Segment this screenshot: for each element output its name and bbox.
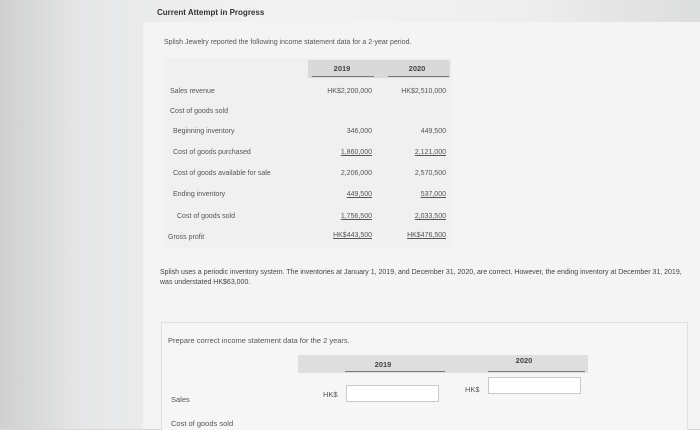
currency-prefix-2020: HK$ <box>465 385 480 394</box>
value-2019-ending-inventory: 449,500 <box>346 191 372 198</box>
question-intro: Splish Jewelry reported the following in… <box>164 39 412 46</box>
value-2019-gross-profit: HK$443,500 <box>333 232 372 239</box>
value-2020-sales-revenue: HK$2,510,000 <box>401 88 446 95</box>
row-label-sales-revenue: Sales revenue <box>170 88 215 95</box>
sales-2020-input[interactable] <box>488 377 581 394</box>
value-2019-cost-of-goods-sold: 1,756,500 <box>340 213 372 220</box>
row-label-gross-profit: Gross profit <box>168 234 205 241</box>
header-rule-2019 <box>312 76 374 77</box>
value-2019-cost-of-goods-available: 2,206,000 <box>340 170 372 177</box>
sales-2019-input[interactable] <box>346 385 439 402</box>
value-2020-beginning-inventory: 449,500 <box>420 128 446 135</box>
inventory-error-note: Splish uses a periodic inventory system.… <box>160 269 682 286</box>
answer-row-label-sales: Sales <box>171 395 190 404</box>
answer-row-label-cogs: Cost of goods sold <box>171 419 234 428</box>
answer-panel <box>161 322 688 430</box>
given-data-table <box>164 58 452 248</box>
table-header-band <box>308 60 450 78</box>
value-2019-cost-of-goods-purchased: 1,860,000 <box>340 149 372 156</box>
attempt-status-title: Current Attempt in Progress <box>157 8 265 17</box>
currency-prefix-2019: HK$ <box>323 390 338 399</box>
answer-prompt: Prepare correct income statement data fo… <box>168 336 350 345</box>
row-label-beginning-inventory: Beginning inventory <box>173 128 235 135</box>
answer-header-band <box>298 355 588 373</box>
value-2020-cost-of-goods-available: 2,570,500 <box>414 170 446 177</box>
answer-rule-2019 <box>345 371 445 372</box>
header-rule-2020 <box>388 76 449 77</box>
row-label-cogs-heading: Cost of goods sold <box>170 108 228 115</box>
value-2019-beginning-inventory: 346,000 <box>346 128 372 135</box>
year-header-2020: 2020 <box>408 64 426 73</box>
row-label-ending-inventory: Ending inventory <box>173 191 226 198</box>
value-2020-cost-of-goods-purchased: 2,121,000 <box>414 149 446 156</box>
answer-year-2020: 2020 <box>515 356 533 365</box>
row-label-cost-of-goods-available: Cost of goods available for sale <box>173 170 271 177</box>
answer-year-2019: 2019 <box>374 360 392 369</box>
answer-rule-2020 <box>488 371 585 372</box>
value-2020-gross-profit: HK$476,500 <box>407 232 446 239</box>
value-2019-sales-revenue: HK$2,200,000 <box>327 88 372 95</box>
value-2020-cost-of-goods-sold: 2,033,500 <box>414 213 446 220</box>
value-2020-ending-inventory: 537,000 <box>420 191 446 198</box>
year-header-2019: 2019 <box>333 64 351 73</box>
row-label-cost-of-goods-sold: Cost of goods sold <box>177 213 235 220</box>
row-label-cost-of-goods-purchased: Cost of goods purchased <box>173 149 251 156</box>
